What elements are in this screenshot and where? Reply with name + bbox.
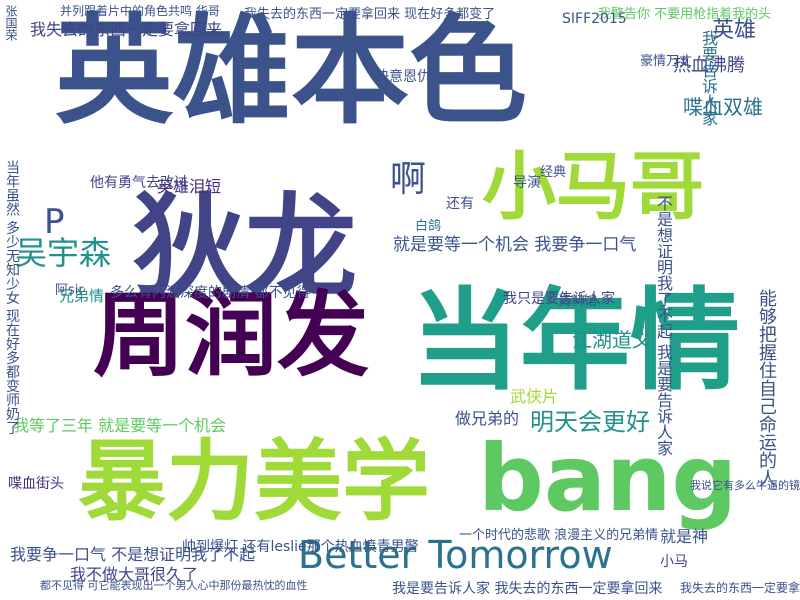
word-yingxiong: 英雄	[712, 18, 757, 43]
word-shiqu-dongxi: 我失去的东西一定要拿回来	[680, 581, 800, 595]
word-wuzhi-shaonv: 当年虽然 多少无知少女 现在好多都变师奶了	[4, 160, 20, 435]
word-zhishi-gaosu-renjia: 我只是要告诉人家	[503, 291, 615, 307]
word-shidai-beige: 一个时代的悲歌 浪漫主义的兄弟情	[459, 528, 659, 543]
word-xiaoma: 小马	[660, 554, 688, 570]
word-bawo-mingyun: 能够把握住自己命运的人	[756, 289, 777, 487]
word-diexue-shuangxiong: 喋血双雄	[683, 95, 763, 119]
word-shuai-dao-baodeng: 帅到爆灯 还有leslie那个热血愤青男警	[182, 539, 419, 555]
word-shiqu-dongxi-top: 我失去的东西一定要拿回来	[30, 20, 223, 39]
word-bushi-zhengming: 不是想证明我了不起 我是要告诉人家	[654, 195, 673, 457]
word-diexue-jietou: 喋血街头	[8, 476, 64, 492]
word-rexue-feiteng: 热血沸腾	[673, 55, 745, 76]
word-zhou-runfa: 周润发	[93, 282, 370, 389]
word-gongming: 并列跟着片中的角色共鸣 华哥	[60, 4, 220, 18]
word-xiongdiqing: 兄弟情	[59, 287, 105, 305]
word-yingxiong-bense: 英雄本色	[55, 2, 528, 140]
word-bu-zuo-dage: 我不做大哥很久了	[70, 565, 199, 584]
word-yongqi-gaiguo: 他有勇气去改过	[90, 175, 188, 191]
word-kuaiyi-enchou: 快意恩仇	[375, 69, 431, 85]
word-asir: 阿sir	[55, 283, 84, 298]
word-bang: bang	[478, 425, 738, 532]
word-mingtian-hui-genghao: 明天会更好	[530, 408, 650, 436]
word-xianzai-bianle: 我失去的东西一定要拿回来 现在好多都变了	[244, 7, 496, 22]
word-jianghu-daoyi: 江湖道义	[572, 328, 652, 352]
word-jingdian: 经典	[540, 165, 567, 180]
word-zhang-guorong: 张国荣	[4, 5, 18, 41]
word-dangnianqing: 当年情	[410, 277, 740, 405]
word-siff2015: SIFF2015	[562, 11, 627, 27]
word-wu-yusen: 吴宇森	[15, 234, 112, 272]
word-zheng-yikouqi: 我要争一口气 不是想证明我了不起	[10, 545, 256, 564]
word-zuo-xiongdi-de: 做兄弟的	[455, 409, 520, 428]
word-xuexing: 都不见得 可它能表现出一个男人心中那份最热忱的血性	[40, 579, 308, 592]
word-daoyan: 导演	[513, 175, 541, 191]
word-dilong: 狄龙	[133, 183, 357, 313]
word-a: 啊	[390, 159, 427, 200]
word-jiushi-shen: 就是神	[660, 527, 709, 546]
word-better-tomorrow: Better Tomorrow	[298, 533, 613, 577]
word-gaosu-renjia-nahuilai: 我是要告诉人家 我失去的东西一定要拿回来	[392, 581, 663, 597]
word-haoqing-wanzhang: 豪情万丈	[640, 54, 693, 69]
word-deng-yige-jihui: 就是要等一个机会 我要争一口气	[393, 235, 637, 255]
word-wuxiapian: 武侠片	[510, 387, 559, 406]
word-baoli-meixue: 暴力美学	[78, 430, 431, 533]
word-ziliaoguan: 资料馆	[558, 294, 598, 309]
word-yingxiong-leiduan: 英雄泪短	[157, 177, 222, 196]
word-neihan-shendu: 多么有内涵深度的剧情 都不见得	[110, 285, 311, 301]
word-baige: 白鸽	[415, 219, 442, 234]
word-jinggao-ni: 我警告你 不要用枪指着我的头	[598, 7, 772, 22]
word-haiyou: 还有	[446, 196, 474, 212]
word-jingtou-yuyan: 我说它有多么牛逼的镜头语言	[690, 479, 800, 492]
word-dengle-sannian: 我等了三年 就是要等一个机会	[13, 416, 227, 435]
word-xiaomage: 小马哥	[482, 144, 704, 230]
word-wo-yao-gaosu-renjia: 我要告诉人家	[699, 30, 718, 126]
word-p: P	[44, 202, 65, 242]
